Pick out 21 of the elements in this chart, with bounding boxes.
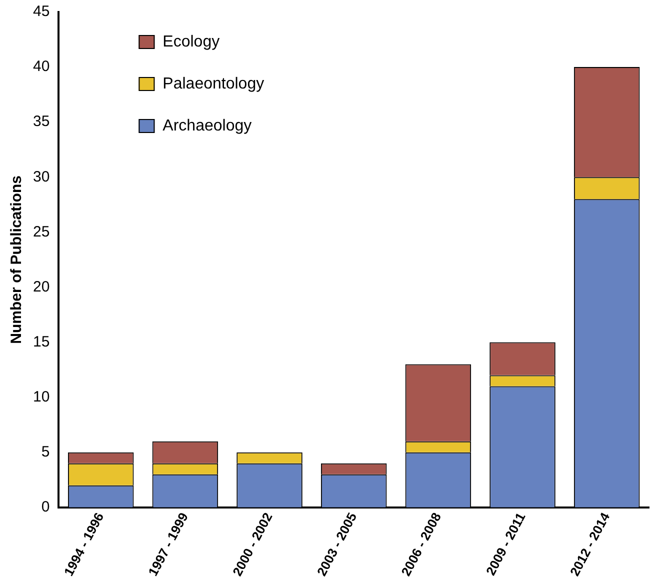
- y-tick-label: 35: [32, 113, 50, 130]
- y-tick-label: 30: [32, 168, 50, 186]
- y-tick-label: 5: [41, 444, 50, 460]
- y-axis-title: Number of Publications: [8, 176, 26, 344]
- x-tick-label: 1994 - 1996: [60, 510, 107, 578]
- y-tick-label: 15: [32, 333, 50, 350]
- legend-label: Archaeology: [162, 117, 252, 134]
- x-tick-label: 2012 - 2014: [566, 509, 614, 578]
- x-tick-label: 2009 - 2011: [482, 510, 528, 578]
- legend-label: Palaeontology: [162, 75, 264, 92]
- legend-label: Ecology: [162, 33, 220, 50]
- x-tick-label: 2006 - 2008: [398, 510, 444, 578]
- y-tick-label: 10: [32, 388, 50, 406]
- y-tick-label: 20: [32, 278, 50, 296]
- x-tick-label: 2000 - 2002: [230, 510, 276, 578]
- x-tick-label: 1997 - 1999: [145, 510, 191, 578]
- y-tick-label: 25: [32, 223, 50, 240]
- y-tick-label: 0: [41, 498, 50, 516]
- y-tick-label: 45: [32, 3, 50, 20]
- x-tick-label: 2003 - 2005: [314, 510, 360, 578]
- y-tick-label: 40: [32, 58, 50, 76]
